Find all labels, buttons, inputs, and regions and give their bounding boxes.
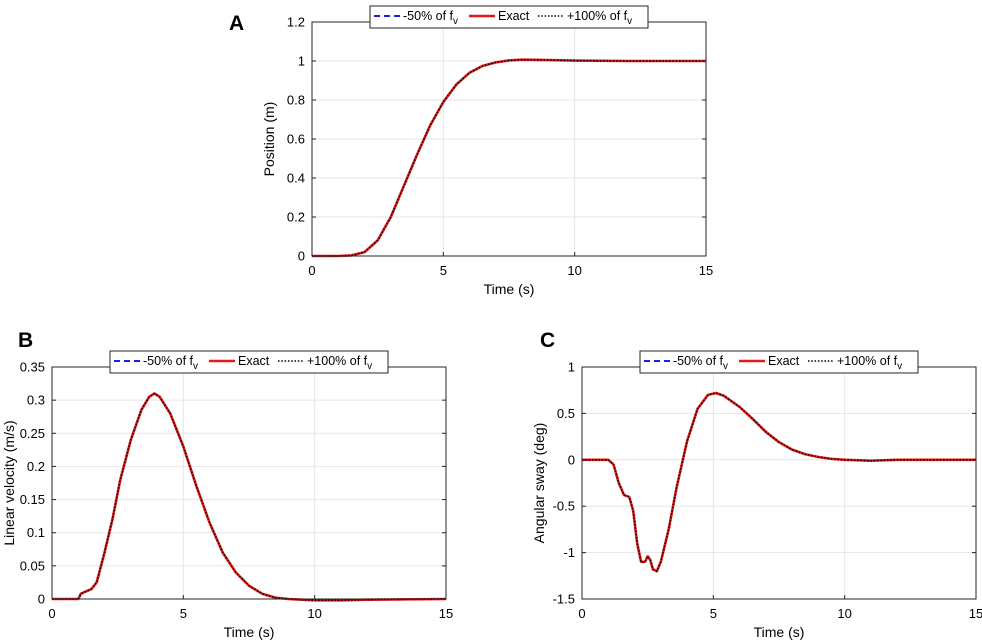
legend-entry-subscript: v (193, 361, 198, 372)
panel-c: C 0 5 10 15 -1.5 -1 -0.5 0 0.5 1 Time (s) Angular sw… (531, 329, 982, 640)
x-axis-label: Time (s) (484, 281, 535, 297)
y-tick-label: 0.4 (287, 171, 305, 186)
x-tick-label: 10 (567, 263, 581, 278)
y-tick-label: 1 (568, 360, 575, 375)
y-tick-label: 0 (298, 249, 305, 264)
y-axis-label: Angular sway (deg) (531, 423, 547, 544)
legend-entry-subscript: v (627, 16, 632, 27)
x-tick-label: 15 (439, 606, 453, 621)
legend-entry-label: -50% of fv (673, 354, 728, 372)
x-axis-label: Time (s) (754, 624, 805, 640)
y-axis-label: Position (m) (261, 102, 277, 177)
y-axis-label: Linear velocity (m/s) (1, 420, 17, 545)
series-line-dotted (312, 58, 706, 257)
legend-entry-label: +100% of fv (567, 9, 632, 27)
x-tick-label: 5 (180, 606, 187, 621)
legend-entry-subscript: v (453, 16, 458, 27)
legend-box (639, 350, 919, 374)
y-tick-label: 0.1 (27, 525, 45, 540)
legend-box (109, 350, 389, 374)
y-tick-label: 0.6 (287, 132, 305, 147)
legend-entry-label: Exact (768, 354, 800, 368)
panel-label: B (18, 329, 33, 352)
legend-entry-label: -50% of fv (403, 9, 458, 27)
plot-area (52, 367, 446, 599)
legend-entry-subscript: v (897, 361, 902, 372)
y-tick-label: -1.5 (553, 592, 575, 607)
y-tick-label: 0.25 (20, 426, 45, 441)
y-tick-label: 1.2 (287, 15, 305, 30)
y-tick-label: 0.35 (20, 360, 45, 375)
y-tick-label: 0.15 (20, 492, 45, 507)
legend-entry-label: Exact (238, 354, 270, 368)
legend-box (369, 5, 649, 29)
legend: -50% of fv Exact +100% of fv (639, 350, 919, 374)
x-tick-label: 5 (440, 263, 447, 278)
x-tick-label: 0 (308, 263, 315, 278)
y-tick-label: 0 (568, 452, 575, 467)
legend-entry-label: +100% of fv (837, 354, 902, 372)
panel-label: A (229, 12, 244, 35)
series-line-dotted (582, 392, 976, 572)
x-tick-label: 0 (578, 606, 585, 621)
x-tick-label: 10 (307, 606, 321, 621)
y-tick-label: 0 (38, 592, 45, 607)
legend: -50% of fv Exact +100% of fv (369, 5, 649, 29)
legend: -50% of fv Exact +100% of fv (109, 350, 389, 374)
y-tick-label: -1 (563, 545, 575, 560)
x-tick-label: 10 (837, 606, 851, 621)
legend-entry-label: Exact (498, 9, 530, 23)
y-tick-label: 0.8 (287, 93, 305, 108)
x-axis-label: Time (s) (224, 624, 275, 640)
y-tick-label: -0.5 (553, 499, 575, 514)
y-tick-label: 0.3 (27, 393, 45, 408)
x-tick-label: 5 (710, 606, 717, 621)
y-tick-label: 0.5 (557, 406, 575, 421)
y-tick-label: 0.2 (287, 210, 305, 225)
x-tick-label: 0 (48, 606, 55, 621)
legend-entry-label: +100% of fv (307, 354, 372, 372)
plot-area (582, 367, 976, 599)
y-tick-label: 0.05 (20, 558, 45, 573)
panel-a: A 0 5 10 15 0 0.2 0.4 0.6 0.8 1 1.2 Time (s) Position… (229, 5, 713, 297)
legend-entry-subscript: v (367, 361, 372, 372)
x-tick-label: 15 (969, 606, 982, 621)
y-tick-label: 1 (298, 54, 305, 69)
x-tick-label: 15 (699, 263, 713, 278)
panel-b: B 0 5 10 15 0 0.05 0.1 0.15 0.2 0.25 0.3 0.35 Time (s… (1, 329, 453, 640)
legend-entry-label: -50% of fv (143, 354, 198, 372)
y-tick-label: 0.2 (27, 459, 45, 474)
legend-entry-subscript: v (723, 361, 728, 372)
panel-label: C (540, 329, 555, 352)
